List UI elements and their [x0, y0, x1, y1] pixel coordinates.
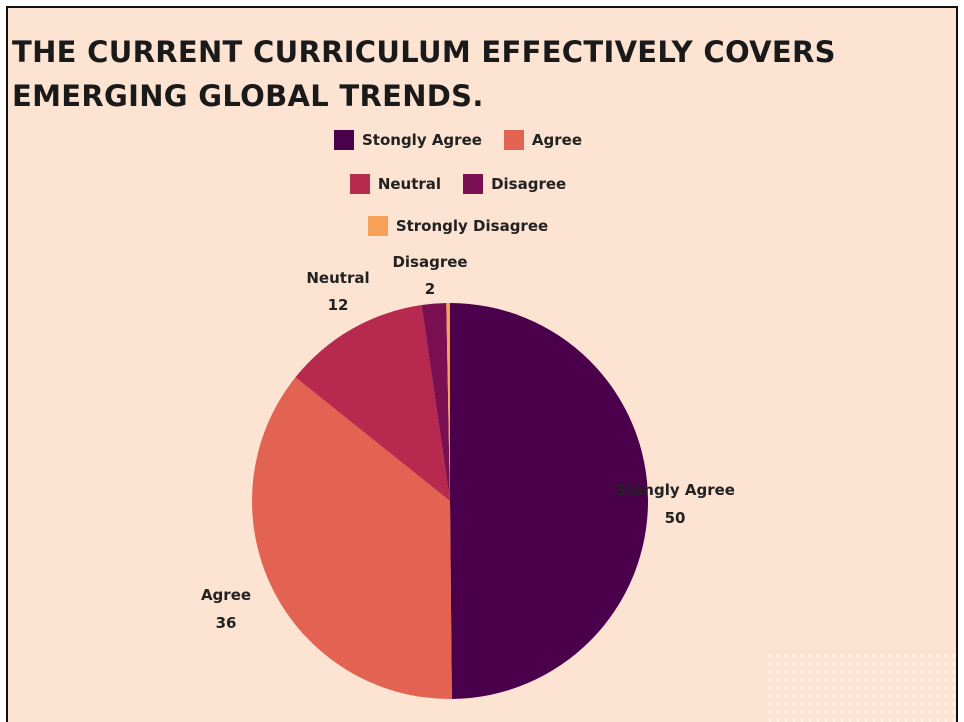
legend-label-agree: Agree	[531, 131, 583, 149]
legend-item-neutral: Neutral	[349, 174, 442, 194]
pie-slice-disagree	[421, 303, 450, 501]
pie-slice-neutral	[295, 305, 450, 501]
legend-item-stongly-agree: Stongly Agree	[333, 130, 482, 150]
pie-chart: Stongly Agree 50 Agree 36 Neutral 12 Dis…	[201, 253, 735, 699]
legend-label-disagree: Disagree	[491, 175, 567, 193]
legend-swatch-stongly-agree	[333, 130, 354, 150]
data-label-value-stongly-agree: 50	[665, 509, 686, 527]
legend-item-agree: Agree	[503, 130, 583, 150]
legend-swatch-strongly-disagree	[367, 216, 388, 236]
legend-label-neutral: Neutral	[377, 175, 442, 193]
legend-swatch-agree	[503, 130, 524, 150]
pie-slice-agree	[252, 377, 452, 699]
data-label-value-disagree: 2	[425, 280, 435, 298]
data-label-name-disagree: Disagree	[392, 253, 467, 271]
data-label-value-agree: 36	[216, 614, 237, 632]
legend-item-strongly-disagree: Strongly Disagree	[367, 216, 549, 236]
data-label-name-neutral: Neutral	[306, 269, 369, 287]
pie-data-labels: Stongly Agree 50 Agree 36 Neutral 12 Dis…	[201, 253, 735, 632]
legend-label-stongly-agree: Stongly Agree	[361, 131, 482, 149]
data-label-value-neutral: 12	[328, 296, 349, 314]
chart-frame: THE CURRENT CURRICULUM EFFECTIVELY COVER…	[6, 6, 958, 722]
legend-swatch-disagree	[463, 174, 484, 194]
data-label-name-agree: Agree	[201, 586, 251, 604]
legend-row-3: Strongly Disagree	[8, 216, 908, 236]
legend-row-1: Stongly Agree Agree	[8, 130, 908, 150]
legend-item-disagree: Disagree	[463, 174, 566, 194]
legend-swatch-neutral	[349, 174, 370, 194]
data-label-name-stongly-agree: Stongly Agree	[615, 481, 735, 499]
pie-slices	[252, 303, 648, 699]
chart-title: THE CURRENT CURRICULUM EFFECTIVELY COVER…	[12, 35, 836, 113]
legend-label-strongly-disagree: Strongly Disagree	[395, 217, 549, 235]
pie-slice-strongly-disagree	[446, 303, 450, 501]
decorative-dot-pattern	[766, 652, 956, 722]
pie-slice-stongly-agree	[450, 303, 648, 699]
legend-row-2: Neutral Disagree	[8, 174, 908, 194]
